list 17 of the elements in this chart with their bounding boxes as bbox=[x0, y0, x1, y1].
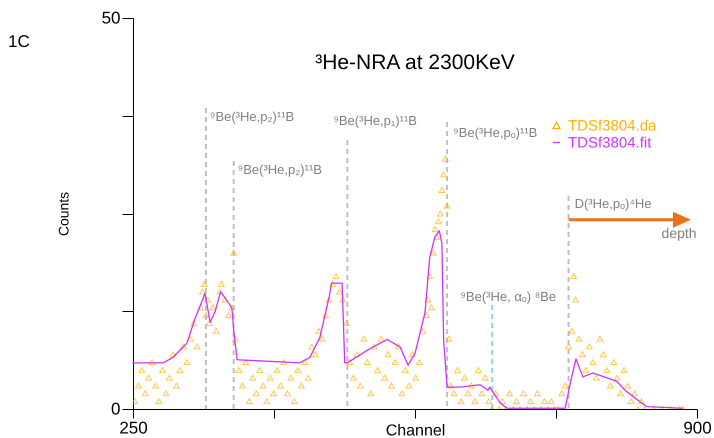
legend-label: TDSf3804.da bbox=[568, 118, 658, 134]
x-tick-label: 250 bbox=[119, 418, 148, 438]
y-tick-label: 0 bbox=[111, 400, 120, 418]
ref-line-label: ⁹Be(³He,pₒ)¹¹B bbox=[453, 125, 538, 140]
text: 1C bbox=[8, 32, 30, 51]
x-axis-title: Channel bbox=[386, 422, 446, 438]
ref-line-label: ⁹Be(³He, αₒ) ⁸Be bbox=[460, 289, 556, 304]
ref-line-label: ⁹Be(³He,p₂)¹¹B bbox=[210, 109, 294, 124]
legend-label: TDSf3804.fit bbox=[568, 134, 652, 152]
ref-line-label: D(³He,pₒ)⁴He bbox=[574, 196, 652, 211]
text: ³He-NRA at 2300KeV bbox=[315, 51, 515, 74]
y-axis-title: Counts bbox=[56, 192, 72, 236]
ref-line-label: ⁹Be(³He,p₂)¹¹B bbox=[238, 162, 322, 177]
ref-line-label: ⁹Be(³He,p₁)¹¹B bbox=[333, 113, 417, 128]
annotation: depth bbox=[662, 224, 697, 241]
x-tick-label: 900 bbox=[683, 418, 712, 438]
y-tick-label: 50 bbox=[102, 8, 120, 28]
